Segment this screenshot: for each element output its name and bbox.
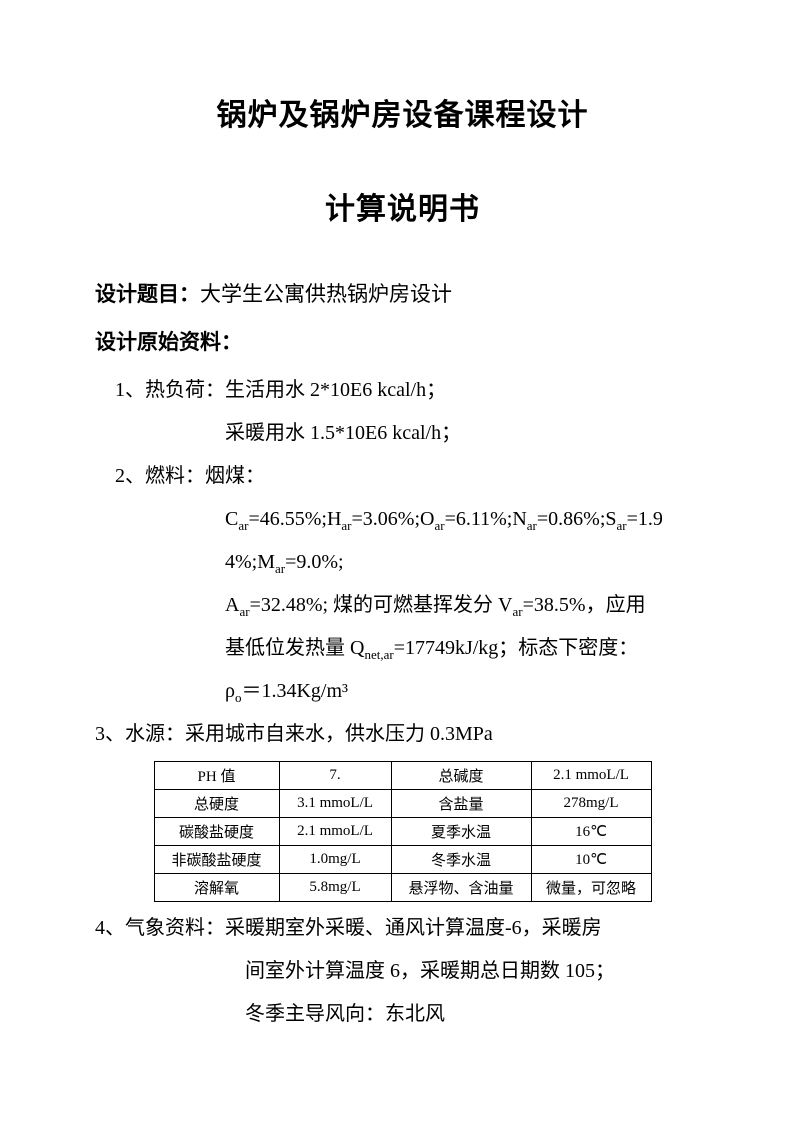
page-subtitle: 计算说明书 — [95, 184, 710, 228]
item2-formula5: ρo＝1.34Kg/m³ — [95, 670, 710, 713]
page-title: 锅炉及锅炉房设备课程设计 — [95, 90, 710, 134]
table-cell: 悬浮物、含油量 — [391, 874, 531, 902]
table-cell: 2.1 mmoL/L — [279, 818, 391, 846]
table-cell: 16℃ — [531, 818, 651, 846]
table-cell: 非碳酸盐硬度 — [154, 846, 279, 874]
item4-sub1: 间室外计算温度 6，采暖期总日期数 105； — [95, 950, 710, 993]
table-row: 溶解氧5.8mg/L悬浮物、含油量微量，可忽略 — [154, 874, 651, 902]
item4-sub2: 冬季主导风向：东北风 — [95, 993, 710, 1036]
table-row: PH 值7.总碱度2.1 mmoL/L — [154, 762, 651, 790]
table-cell: 总碱度 — [391, 762, 531, 790]
item2-formula2: 4%;Mar=9.0%; — [95, 541, 710, 584]
item1-line1: 1、热负荷：生活用水 2*10E6 kcal/h； — [95, 369, 710, 412]
design-topic-line: 设计题目：大学生公寓供热锅炉房设计 — [95, 273, 710, 316]
item2-formula3: Aar=32.48%; 煤的可燃基挥发分 Var=38.5%，应用 — [95, 584, 710, 627]
item3-lead: 3、水源：采用城市自来水，供水压力 0.3MPa — [95, 713, 710, 756]
table-cell: 含盐量 — [391, 790, 531, 818]
item2-formula4: 基低位发热量 Qnet,ar=17749kJ/kg；标态下密度： — [95, 627, 710, 670]
table-cell: 微量，可忽略 — [531, 874, 651, 902]
materials-label: 设计原始资料： — [95, 331, 242, 354]
table-cell: 冬季水温 — [391, 846, 531, 874]
table-cell: 夏季水温 — [391, 818, 531, 846]
table-cell: 总硬度 — [154, 790, 279, 818]
table-cell: 1.0mg/L — [279, 846, 391, 874]
table-cell: 278mg/L — [531, 790, 651, 818]
table-row: 碳酸盐硬度2.1 mmoL/L夏季水温16℃ — [154, 818, 651, 846]
table-row: 非碳酸盐硬度1.0mg/L冬季水温10℃ — [154, 846, 651, 874]
table-cell: 10℃ — [531, 846, 651, 874]
table-cell: 碳酸盐硬度 — [154, 818, 279, 846]
table-cell: 2.1 mmoL/L — [531, 762, 651, 790]
table-cell: 5.8mg/L — [279, 874, 391, 902]
item1-line2: 采暖用水 1.5*10E6 kcal/h； — [95, 412, 710, 455]
item2-lead: 2、燃料：烟煤： — [95, 455, 710, 498]
water-quality-table: PH 值7.总碱度2.1 mmoL/L总硬度3.1 mmoL/L含盐量278mg… — [154, 761, 652, 902]
materials-label-line: 设计原始资料： — [95, 321, 710, 364]
table-cell: 溶解氧 — [154, 874, 279, 902]
water-table-body: PH 值7.总碱度2.1 mmoL/L总硬度3.1 mmoL/L含盐量278mg… — [154, 762, 651, 902]
table-cell: PH 值 — [154, 762, 279, 790]
item2-formula1: Car=46.55%;Har=3.06%;Oar=6.11%;Nar=0.86%… — [95, 498, 710, 541]
topic-label: 设计题目： — [95, 283, 200, 306]
table-cell: 3.1 mmoL/L — [279, 790, 391, 818]
item4-lead: 4、气象资料：采暖期室外采暖、通风计算温度-6，采暖房 — [95, 907, 710, 950]
table-cell: 7. — [279, 762, 391, 790]
table-row: 总硬度3.1 mmoL/L含盐量278mg/L — [154, 790, 651, 818]
topic-text: 大学生公寓供热锅炉房设计 — [200, 282, 452, 306]
